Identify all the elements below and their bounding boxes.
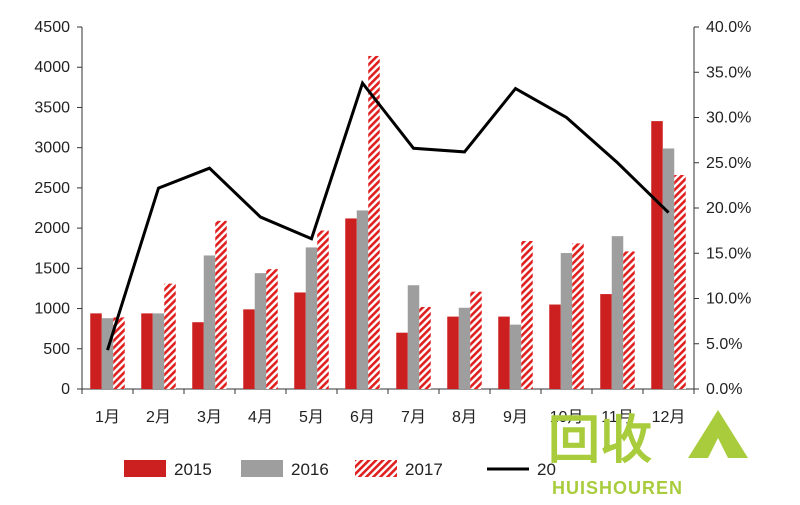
bar-2016 (152, 313, 165, 389)
legend-swatch-2017 (355, 460, 397, 477)
bar-2016 (203, 255, 216, 389)
bar-2016 (662, 148, 675, 389)
x-tick-label: 9月 (503, 409, 528, 426)
x-tick-label: 10月 (550, 409, 584, 426)
left-tick-label: 1000 (34, 301, 70, 318)
right-tick-label: 15.0% (706, 245, 751, 262)
bar-2017 (266, 269, 278, 389)
x-tick-label: 5月 (299, 409, 324, 426)
bar-2015 (141, 313, 153, 389)
right-tick-label: 10.0% (706, 291, 751, 308)
x-tick-label: 6月 (350, 409, 375, 426)
bar-2017 (368, 55, 380, 390)
right-tick-label: 20.0% (706, 200, 751, 217)
bar-2016 (356, 210, 369, 389)
left-tick-label: 4500 (34, 19, 70, 36)
bar-2016 (560, 253, 573, 389)
left-tick-label: 0 (61, 381, 70, 398)
bar-2015 (651, 121, 663, 390)
x-tick-label: 8月 (452, 409, 477, 426)
left-tick-label: 4000 (34, 59, 70, 76)
bar-2016 (101, 318, 114, 389)
left-tick-label: 1500 (34, 260, 70, 277)
bar-2016 (509, 324, 522, 389)
bar-2016 (305, 247, 318, 389)
bar-2017 (317, 230, 329, 389)
legend-swatch-2016 (241, 460, 283, 477)
bar-2015 (345, 218, 357, 389)
bar-2016 (407, 285, 420, 389)
left-tick-label: 500 (43, 341, 70, 358)
legend-swatch-2015 (124, 460, 166, 477)
legend-label-2016: 2016 (291, 460, 329, 479)
bar-2016 (254, 273, 267, 389)
bar-2017 (470, 291, 482, 389)
legend-label-2017: 2017 (405, 460, 443, 479)
left-tick-label: 2000 (34, 220, 70, 237)
bar-2015 (498, 316, 510, 389)
x-tick-label: 2月 (146, 409, 171, 426)
bar-2015 (549, 304, 561, 389)
x-tick-label: 4月 (248, 409, 273, 426)
bar-2015 (396, 332, 408, 389)
watermark-mark-icon (688, 410, 748, 458)
legend-label-line: 20 (537, 460, 556, 479)
watermark-logo: 回收 HUISHOUREN (548, 410, 748, 498)
bar-2017 (521, 240, 533, 389)
legend-label-2015: 2015 (174, 460, 212, 479)
bar-2015 (192, 322, 204, 389)
left-tick-label: 3000 (34, 140, 70, 157)
bar-2017 (674, 175, 686, 389)
bar-2017 (215, 220, 227, 389)
watermark-subtext: HUISHOUREN (552, 478, 683, 498)
x-tick-label: 1月 (95, 409, 120, 426)
bar-2015 (243, 309, 255, 389)
left-tick-label: 3500 (34, 99, 70, 116)
bar-2015 (294, 292, 306, 389)
bar-2017 (623, 251, 635, 389)
bar-2015 (600, 294, 612, 389)
bar-2016 (611, 236, 624, 389)
bar-2017 (164, 283, 176, 389)
x-tick-label: 12月 (652, 409, 686, 426)
right-tick-label: 35.0% (706, 64, 751, 81)
bar-2015 (90, 313, 102, 389)
right-tick-label: 25.0% (706, 155, 751, 172)
bar-2016 (458, 307, 471, 389)
bar-2017 (572, 243, 584, 389)
x-tick-label: 11月 (601, 409, 634, 426)
x-tick-label: 3月 (197, 409, 222, 426)
bar-2017 (113, 317, 125, 389)
left-tick-label: 2500 (34, 180, 70, 197)
right-tick-label: 5.0% (706, 336, 742, 353)
bar-2015 (447, 316, 459, 389)
bar-2017 (419, 306, 431, 389)
right-tick-label: 40.0% (706, 19, 751, 36)
line-series (106, 79, 670, 351)
watermark-text: 回收 (548, 412, 652, 470)
right-tick-label: 0.0% (706, 381, 742, 398)
x-tick-label: 7月 (401, 409, 426, 426)
right-tick-label: 30.0% (706, 110, 751, 127)
